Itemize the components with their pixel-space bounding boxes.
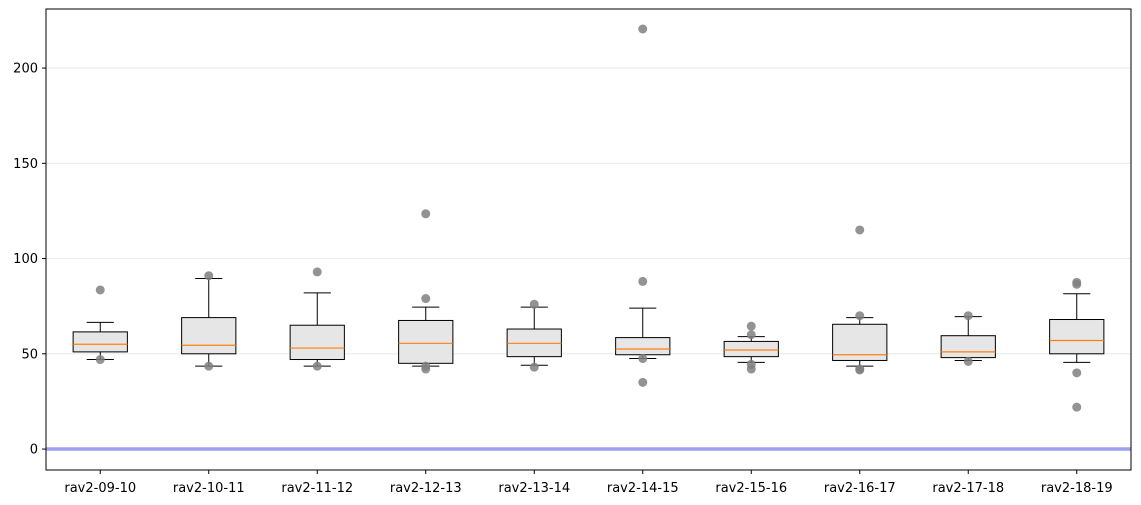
outlier-point bbox=[963, 311, 973, 321]
outlier-point bbox=[855, 365, 865, 375]
outlier-point bbox=[529, 299, 539, 309]
outlier-point bbox=[963, 356, 973, 366]
outlier-point bbox=[312, 267, 322, 277]
box-rav2-12-13 bbox=[398, 209, 454, 374]
axes-layer: 0 50 100 150 200 rav2-09-10 rav2-10-11 rav2-11-… bbox=[13, 8, 1132, 496]
outlier-point bbox=[638, 354, 648, 364]
plot-frame bbox=[45, 8, 1132, 471]
box-rav2-15-16 bbox=[723, 321, 779, 374]
outlier-point bbox=[421, 361, 431, 371]
x-tick-label: rav2-15-16 bbox=[715, 481, 787, 496]
grid-layer bbox=[46, 67, 1131, 450]
outlier-point bbox=[1072, 368, 1082, 378]
outlier-point bbox=[1072, 279, 1082, 289]
box-iqr bbox=[1049, 319, 1105, 355]
x-tick-label: rav2-13-14 bbox=[498, 481, 570, 496]
x-tick-label: rav2-17-18 bbox=[932, 481, 1004, 496]
box-rav2-10-11 bbox=[181, 271, 237, 371]
y-tick-label: 0 bbox=[30, 443, 38, 458]
outlier-point bbox=[746, 330, 756, 340]
outlier-point bbox=[204, 271, 214, 281]
box-iqr bbox=[940, 335, 996, 359]
outlier-point bbox=[746, 321, 756, 331]
boxes-layer bbox=[72, 24, 1105, 412]
box-iqr bbox=[615, 337, 671, 356]
outlier-point bbox=[204, 361, 214, 371]
y-tick-label: 200 bbox=[13, 62, 38, 77]
outlier-point bbox=[638, 276, 648, 286]
outlier-point bbox=[746, 364, 756, 374]
outlier-point bbox=[855, 225, 865, 235]
box-rav2-09-10 bbox=[72, 285, 128, 365]
x-tick-label: rav2-09-10 bbox=[64, 481, 136, 496]
y-tick-label: 150 bbox=[13, 157, 38, 172]
box-iqr bbox=[723, 340, 779, 358]
outlier-point bbox=[638, 377, 648, 387]
x-tick-label: rav2-18-19 bbox=[1041, 481, 1113, 496]
box-iqr bbox=[398, 319, 454, 364]
outlier-point bbox=[529, 362, 539, 372]
x-tick-label: rav2-16-17 bbox=[824, 481, 896, 496]
box-rav2-18-19 bbox=[1049, 277, 1105, 412]
box-iqr bbox=[72, 331, 128, 353]
outlier-point bbox=[855, 311, 865, 321]
box-iqr bbox=[289, 324, 345, 361]
box-rav2-11-12 bbox=[289, 267, 345, 371]
outlier-point bbox=[95, 285, 105, 295]
box-rav2-13-14 bbox=[506, 299, 562, 372]
outlier-point bbox=[638, 24, 648, 34]
outlier-point bbox=[1072, 402, 1082, 412]
x-tick-label: rav2-14-15 bbox=[607, 481, 679, 496]
outlier-point bbox=[95, 355, 105, 365]
outlier-point bbox=[312, 361, 322, 371]
outlier-point bbox=[421, 294, 431, 304]
outlier-point bbox=[421, 209, 431, 219]
y-tick-label: 100 bbox=[13, 252, 38, 267]
box-rav2-14-15 bbox=[615, 24, 671, 387]
x-tick-label: rav2-11-12 bbox=[281, 481, 353, 496]
x-tick-label: rav2-10-11 bbox=[173, 481, 245, 496]
box-iqr bbox=[181, 317, 237, 355]
box-rav2-16-17 bbox=[832, 225, 888, 375]
box-rav2-17-18 bbox=[940, 311, 996, 366]
x-tick-label: rav2-12-13 bbox=[390, 481, 462, 496]
y-tick-label: 50 bbox=[21, 347, 38, 362]
